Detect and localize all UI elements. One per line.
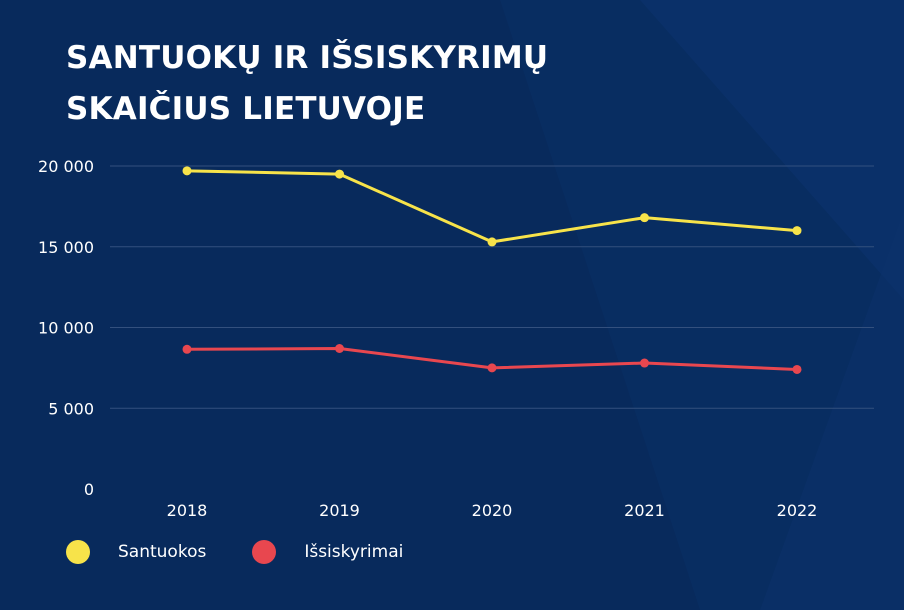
x-tick-label-2018: 2018 — [167, 501, 208, 520]
chart-title: SANTUOKŲ IR IŠSISKYRIMŲ SKAIČIUS LIETUVO… — [66, 33, 548, 135]
legend-item-santuokos: Santuokos — [66, 540, 206, 564]
legend-swatch-issiskyrimai — [252, 540, 277, 564]
data-point-santuokos-2018 — [182, 166, 192, 176]
x-axis-ticks: 2018 2019 2020 2021 2022 — [167, 501, 818, 520]
legend-label-issiskyrimai: Išsiskyrimai — [304, 542, 404, 562]
y-tick-label-15000: 15 000 — [38, 238, 94, 257]
series-santuokos — [182, 166, 802, 247]
data-point-santuokos-2019 — [335, 169, 344, 179]
y-axis-ticks: 0 5 000 10 000 15 000 20 000 — [38, 157, 94, 499]
grid — [110, 165, 874, 409]
legend-label-santuokos: Santuokos — [118, 542, 207, 562]
data-point-santuokos-2021 — [640, 213, 649, 223]
data-point-i-siskyrimai-2020 — [487, 363, 497, 373]
legend-swatch-santuokos — [66, 540, 90, 564]
x-tick-label-2021: 2021 — [624, 501, 665, 520]
legend: Santuokos Išsiskyrimai — [66, 540, 449, 564]
series — [182, 166, 802, 374]
data-point-santuokos-2020 — [487, 237, 497, 247]
chart-title-line-2: SKAIČIUS LIETUVOJE — [66, 91, 426, 127]
data-point-i-siskyrimai-2018 — [182, 344, 192, 354]
y-tick-label-5000: 5 000 — [48, 399, 94, 418]
legend-item-issiskyrimai: Išsiskyrimai — [252, 540, 403, 564]
series-line-santuokos — [185, 169, 799, 244]
data-point-i-siskyrimai-2021 — [640, 358, 649, 368]
y-tick-label-10000: 10 000 — [38, 319, 94, 338]
y-tick-label-0: 0 — [84, 480, 94, 499]
data-point-santuokos-2022 — [792, 226, 802, 236]
data-point-i-siskyrimai-2022 — [792, 364, 802, 374]
x-tick-label-2022: 2022 — [777, 501, 818, 520]
series-i-siskyrimai — [182, 343, 802, 374]
data-point-i-siskyrimai-2019 — [335, 343, 344, 353]
y-tick-label-20000: 20 000 — [38, 157, 94, 176]
x-tick-label-2020: 2020 — [472, 501, 513, 520]
chart-title-line-1: SANTUOKŲ IR IŠSISKYRIMŲ — [66, 40, 549, 76]
x-tick-label-2019: 2019 — [319, 501, 360, 520]
